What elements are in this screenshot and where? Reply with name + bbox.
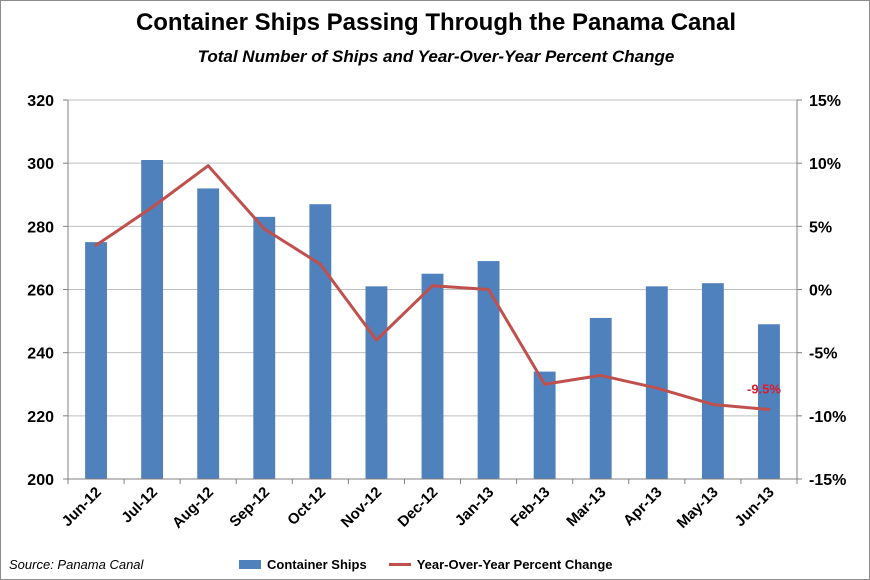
y-left-tick-label: 260	[27, 283, 54, 300]
legend-item-bars: Container Ships	[239, 557, 367, 572]
y-left-tick-label: 200	[27, 472, 54, 489]
x-tick-label: Jun-13	[732, 484, 778, 530]
y-left-tick-label: 220	[27, 409, 54, 426]
x-tick-label: Nov-12	[338, 484, 385, 531]
bar	[365, 286, 388, 479]
y-left-tick-label: 320	[27, 93, 54, 110]
chart-title: Container Ships Passing Through the Pana…	[135, 9, 737, 36]
y-right-tick-label: 5%	[809, 219, 832, 236]
x-tick-label: Dec-12	[395, 484, 442, 531]
legend-label-bars: Container Ships	[267, 557, 367, 572]
chart-subtitle: Total Number of Ships and Year-Over-Year…	[197, 47, 675, 66]
y-right-tick-label: 0%	[809, 283, 832, 300]
y-left-tick-label: 280	[27, 219, 54, 236]
x-tick-label: Aug-12	[169, 484, 217, 532]
y-right-tick-label: -15%	[809, 472, 846, 489]
yoy-point	[262, 227, 266, 231]
x-tick-label: Jun-12	[59, 484, 105, 530]
bar	[253, 216, 276, 479]
bar	[645, 286, 668, 479]
x-tick-label: Jul-12	[118, 484, 161, 527]
yoy-point	[150, 205, 154, 209]
x-tick-label: Apr-13	[620, 484, 666, 530]
x-tick-label: Feb-13	[507, 484, 553, 530]
yoy-point	[655, 386, 659, 390]
yoy-point	[206, 164, 210, 168]
yoy-point	[487, 288, 491, 291]
yoy-point	[318, 262, 322, 266]
y-right-tick-label: -10%	[809, 409, 846, 426]
bar	[758, 324, 780, 479]
legend-item-line: Year-Over-Year Percent Change	[388, 557, 613, 572]
x-tick-label: Sep-12	[226, 484, 273, 531]
data-label-last: -9.5%	[747, 382, 781, 397]
bar	[197, 188, 220, 479]
bar	[85, 242, 107, 479]
bar	[701, 283, 724, 479]
bar	[421, 273, 444, 479]
y-right-tick-label: 15%	[809, 93, 841, 110]
legend: Container Ships Year-Over-Year Percent C…	[239, 557, 635, 572]
x-tick-label: May-13	[674, 484, 722, 532]
x-tick-label: Oct-12	[284, 484, 329, 529]
yoy-point	[94, 243, 98, 247]
bar	[589, 317, 612, 479]
yoy-point	[599, 373, 603, 377]
bar	[533, 371, 556, 479]
yoy-point	[374, 338, 378, 342]
legend-swatch-line	[388, 563, 411, 566]
y-right-tick-label: 10%	[809, 156, 841, 173]
bar	[141, 160, 164, 479]
yoy-point	[711, 402, 715, 406]
yoy-point	[767, 408, 771, 412]
legend-label-line: Year-Over-Year Percent Change	[416, 557, 613, 572]
y-right-tick-label: -5%	[809, 346, 837, 363]
yoy-point	[431, 284, 434, 288]
source-note: Source: Panama Canal	[9, 557, 144, 572]
y-left-tick-label: 300	[27, 156, 54, 173]
bar	[477, 261, 500, 479]
x-tick-label: Jan-13	[452, 484, 498, 530]
yoy-point	[543, 382, 547, 386]
bar	[309, 204, 332, 479]
y-left-tick-label: 240	[27, 346, 54, 363]
x-tick-label: Mar-13	[563, 484, 609, 530]
legend-swatch-bars	[239, 560, 261, 569]
